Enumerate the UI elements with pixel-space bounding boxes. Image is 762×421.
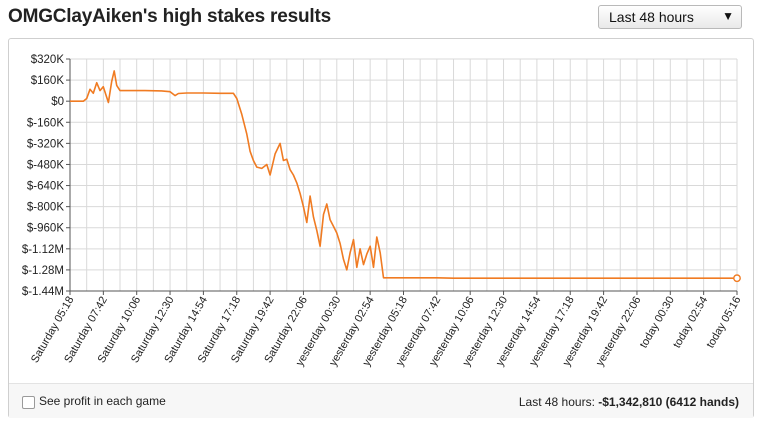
- time-range-value: Last 48 hours: [609, 9, 694, 25]
- x-tick-label: today 00:30: [638, 295, 677, 351]
- y-tick-label: $-1.12M: [22, 244, 64, 256]
- x-tick-label: today 05:16: [704, 295, 743, 351]
- summary-prefix: Last 48 hours:: [518, 395, 599, 409]
- y-tick-label: $320K: [31, 54, 65, 66]
- y-tick-label: $-960K: [27, 223, 64, 235]
- y-tick-label: $-800K: [27, 202, 64, 214]
- y-tick-label: $-480K: [27, 159, 64, 171]
- period-summary: Last 48 hours: -$1,342,810 (6412 hands): [519, 395, 739, 409]
- end-point-marker: [733, 274, 741, 283]
- y-tick-label: $-1.44M: [22, 286, 64, 298]
- see-profit-checkbox[interactable]: [22, 396, 35, 409]
- time-range-select[interactable]: Last 48 hours ▼: [598, 5, 742, 29]
- x-tick-label: today 02:54: [671, 295, 710, 351]
- y-tick-label: $-160K: [27, 117, 64, 129]
- see-profit-label[interactable]: See profit in each game: [39, 394, 166, 408]
- chart-footer: See profit in each game Last 48 hours: -…: [9, 383, 753, 418]
- summary-value: -$1,342,810 (6412 hands): [598, 395, 739, 409]
- page-title: OMGClayAiken's high stakes results: [8, 6, 331, 27]
- y-tick-label: $-640K: [27, 181, 64, 193]
- y-tick-label: $160K: [31, 75, 65, 87]
- triangle-down-icon: ▼: [722, 9, 734, 23]
- y-tick-label: $0: [51, 96, 64, 108]
- profit-line: [70, 70, 737, 279]
- y-tick-label: $-320K: [27, 138, 64, 150]
- y-tick-label: $-1.28M: [22, 265, 64, 277]
